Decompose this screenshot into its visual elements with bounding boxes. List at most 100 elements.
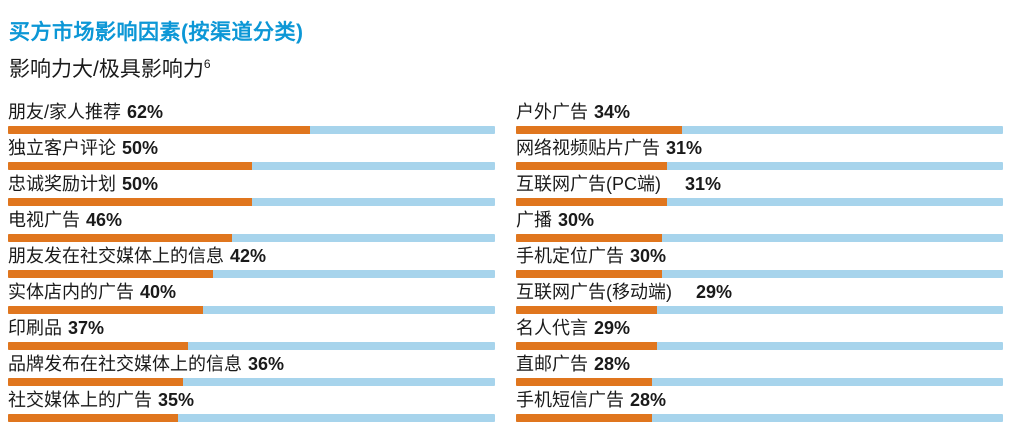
bar-track (516, 198, 1003, 207)
bar-fill (516, 378, 653, 387)
bar-value: 31% (666, 138, 703, 159)
bar-label-text: 名人代言 (516, 318, 588, 339)
bar-track (8, 126, 495, 135)
bar-label-text: 独立客户评论 (8, 138, 116, 159)
page-title: 买方市场影响因素(按渠道分类) (9, 21, 304, 44)
bar-value: 40% (140, 282, 177, 303)
bar-value: 34% (594, 102, 631, 123)
bar-track (516, 162, 1003, 171)
chart-row: 忠诚奖励计划 50% (8, 171, 495, 207)
bar-label-text: 电视广告 (8, 210, 80, 231)
chart-row: 网络视频贴片广告 31% (516, 135, 1003, 171)
chart-subtitle: 影响力大/极具影响力6 (9, 58, 1003, 82)
chart-row: 品牌发布在社交媒体上的信息 36% (8, 351, 495, 387)
bar-label-text: 互联网广告(移动端) (516, 282, 690, 303)
bar-value: 30% (630, 246, 667, 267)
bar-value: 29% (696, 282, 733, 303)
chart-row: 实体店内的广告 40% (8, 279, 495, 315)
bar-value: 31% (685, 174, 722, 195)
bar-label: 直邮广告 28% (516, 351, 1003, 378)
bar-label: 广播 30% (516, 207, 1003, 234)
bar-value: 30% (558, 210, 595, 231)
bar-label: 电视广告 46% (8, 207, 495, 234)
bar-label: 手机定位广告 30% (516, 243, 1003, 270)
chart-column-right: 户外广告 34% 网络视频贴片广告 31% 互联网广告(PC端) 31% 广播 30% (516, 99, 1003, 423)
chart-row: 互联网广告(PC端) 31% (516, 171, 1003, 207)
bar-fill (8, 198, 252, 207)
bar-label: 朋友/家人推荐 62% (8, 99, 495, 126)
bar-fill (516, 342, 658, 351)
bar-label-text: 品牌发布在社交媒体上的信息 (8, 354, 242, 375)
bar-label-text: 朋友发在社交媒体上的信息 (8, 246, 224, 267)
bar-label: 实体店内的广告 40% (8, 279, 495, 306)
bar-label-text: 实体店内的广告 (8, 282, 134, 303)
bar-label: 互联网广告(PC端) 31% (516, 171, 1003, 198)
bar-label-text: 网络视频贴片广告 (516, 138, 660, 159)
bar-value: 37% (68, 318, 105, 339)
bar-label: 名人代言 29% (516, 315, 1003, 342)
bar-label-text: 直邮广告 (516, 354, 588, 375)
bar-fill (8, 342, 189, 351)
chart-row: 手机定位广告 30% (516, 243, 1003, 279)
bar-track (516, 306, 1003, 315)
bar-value: 35% (158, 390, 195, 411)
bar-fill (8, 270, 213, 279)
chart-row: 印刷品 37% (8, 315, 495, 351)
chart-row: 名人代言 29% (516, 315, 1003, 351)
bar-label: 独立客户评论 50% (8, 135, 495, 162)
bar-fill (516, 234, 663, 243)
bar-track (8, 234, 495, 243)
bar-label-text: 手机短信广告 (516, 390, 624, 411)
bar-label: 社交媒体上的广告 35% (8, 387, 495, 414)
chart-column-left: 朋友/家人推荐 62% 独立客户评论 50% 忠诚奖励计划 50% 电视广告 46% 朋 (8, 99, 495, 423)
bar-label: 户外广告 34% (516, 99, 1003, 126)
bar-fill (8, 378, 184, 387)
bar-label-text: 广播 (516, 210, 552, 231)
bar-label: 印刷品 37% (8, 315, 495, 342)
bar-fill (516, 306, 658, 315)
bar-label-text: 忠诚奖励计划 (8, 174, 116, 195)
bar-fill (516, 414, 653, 423)
chart-row: 互联网广告(移动端) 29% (516, 279, 1003, 315)
bar-label: 朋友发在社交媒体上的信息 42% (8, 243, 495, 270)
chart-row: 户外广告 34% (516, 99, 1003, 135)
bar-label-text: 互联网广告(PC端) (516, 174, 679, 195)
chart-row: 独立客户评论 50% (8, 135, 495, 171)
bar-fill (8, 126, 310, 135)
bar-value: 28% (594, 354, 631, 375)
bar-track (8, 414, 495, 423)
bar-track (8, 270, 495, 279)
bar-label: 品牌发布在社交媒体上的信息 36% (8, 351, 495, 378)
chart-subtitle-text: 影响力大/极具影响力 (9, 58, 204, 82)
bar-label-text: 户外广告 (516, 102, 588, 123)
bar-track (8, 306, 495, 315)
bar-track (516, 414, 1003, 423)
bar-value: 28% (630, 390, 667, 411)
bar-fill (516, 270, 663, 279)
chart-row: 社交媒体上的广告 35% (8, 387, 495, 423)
bar-track (516, 378, 1003, 387)
chart-row: 朋友/家人推荐 62% (8, 99, 495, 135)
bar-value: 62% (127, 102, 164, 123)
bar-value: 29% (594, 318, 631, 339)
bar-value: 50% (122, 174, 159, 195)
bar-fill (516, 198, 667, 207)
bar-track (8, 378, 495, 387)
bar-track (516, 342, 1003, 351)
bar-fill (8, 306, 203, 315)
footnote-marker: 6 (203, 57, 211, 72)
bar-label: 手机短信广告 28% (516, 387, 1003, 414)
bar-label-text: 社交媒体上的广告 (8, 390, 152, 411)
chart-row: 朋友发在社交媒体上的信息 42% (8, 243, 495, 279)
chart-row: 直邮广告 28% (516, 351, 1003, 387)
bar-chart: 朋友/家人推荐 62% 独立客户评论 50% 忠诚奖励计划 50% 电视广告 46% 朋 (8, 99, 1003, 423)
chart-row: 广播 30% (516, 207, 1003, 243)
bar-track (8, 198, 495, 207)
bar-value: 42% (230, 246, 267, 267)
bar-value: 46% (86, 210, 123, 231)
bar-value: 36% (248, 354, 285, 375)
bar-fill (8, 414, 179, 423)
bar-fill (8, 234, 233, 243)
bar-label-text: 手机定位广告 (516, 246, 624, 267)
